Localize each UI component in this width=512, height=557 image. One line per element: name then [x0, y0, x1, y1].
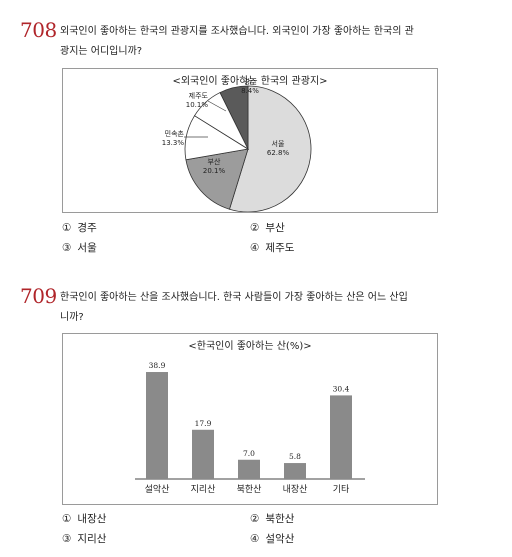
x-tick-label: 북한산 [237, 484, 262, 495]
option-label: 설악산 [265, 533, 295, 545]
answer-option[interactable]: ④ 제주도 [250, 240, 294, 255]
slice-value-label: 62.8% [267, 149, 290, 157]
option-mark: ④ [250, 533, 260, 545]
option-mark: ① [62, 513, 72, 525]
option-label: 북한산 [265, 513, 295, 525]
x-tick-label: 내장산 [283, 484, 308, 495]
bar [238, 459, 260, 479]
bar [146, 372, 168, 479]
bar-value-label: 30.4 [333, 384, 350, 393]
question-text-line: 외국인이 좋아하는 한국의 관광지를 조사했습니다. 외국인이 가장 좋아하는 … [60, 26, 414, 37]
question-text: 한국인이 좋아하는 산을 조사했습니다. 한국 사람들이 가장 좋아하는 산은 … [60, 288, 500, 328]
option-mark: ④ [250, 242, 260, 254]
question-text: 외국인이 좋아하는 한국의 관광지를 조사했습니다. 외국인이 가장 좋아하는 … [60, 22, 500, 62]
pie-chart-box: <외국인이 좋아하는 한국의 관광지> 서울 62.8% 부산 20.1% 민속촌 13.3… [62, 68, 438, 213]
slice-label: 제주도 [189, 92, 209, 100]
option-mark: ② [250, 513, 260, 525]
slice-label: 경주 [244, 77, 257, 86]
slice-label: 서울 [272, 139, 285, 148]
chart-title: <외국인이 좋아하는 한국의 관광지> [172, 74, 327, 87]
question-text-line: 광지는 어디입니까? [60, 46, 143, 57]
option-mark: ① [62, 222, 72, 234]
pie-slice [185, 148, 249, 210]
bar-chart-box: <한국인이 좋아하는 산(%)> 38.9 설악산 17.9 지리산 7.0 북한산 5.8 내… [62, 333, 438, 505]
leader-line [207, 100, 227, 112]
option-label: 내장산 [77, 513, 107, 525]
option-mark: ③ [62, 242, 72, 254]
question-text-line: 한국인이 좋아하는 산을 조사했습니다. 한국 사람들이 가장 좋아하는 산은 … [60, 292, 408, 303]
option-label: 지리산 [77, 533, 107, 545]
x-tick-label: 설악산 [145, 483, 170, 495]
answer-option[interactable]: ② 북한산 [250, 511, 294, 526]
chart-title: <한국인이 좋아하는 산(%)> [188, 339, 311, 352]
x-tick-label: 지리산 [191, 484, 216, 495]
answer-option[interactable]: ④ 설악산 [250, 531, 294, 546]
answer-option[interactable]: ③ 서울 [62, 240, 97, 255]
option-mark: ② [250, 222, 260, 234]
bar-value-label: 38.9 [149, 361, 166, 370]
option-label: 제주도 [265, 242, 295, 254]
x-tick-label: 기타 [333, 484, 350, 495]
slice-label: 부산 [208, 157, 221, 166]
question-number: 708 [20, 18, 57, 42]
answer-option[interactable]: ① 내장산 [62, 511, 106, 526]
bar-value-label: 17.9 [195, 419, 212, 428]
slice-label: 민속촌 [165, 129, 185, 138]
pie-slice [219, 85, 249, 150]
option-label: 경주 [77, 222, 97, 234]
answer-option[interactable]: ② 부산 [250, 220, 285, 235]
bar-value-label: 5.8 [289, 452, 301, 461]
slice-value-label: 20.1% [203, 167, 226, 175]
bar-chart: <한국인이 좋아하는 산(%)> 38.9 설악산 17.9 지리산 7.0 북한산 5.8 내… [135, 339, 365, 495]
bar [192, 429, 214, 479]
bar [330, 395, 352, 479]
bar [284, 463, 306, 479]
option-label: 서울 [77, 242, 97, 254]
slice-value-label: 10.1% [186, 101, 209, 109]
question-text-line: 니까? [60, 312, 84, 323]
bar-value-label: 7.0 [243, 449, 255, 458]
answer-option[interactable]: ③ 지리산 [62, 531, 106, 546]
answer-option[interactable]: ① 경주 [62, 220, 97, 235]
option-mark: ③ [62, 533, 72, 545]
slice-value-label: 8.4% [241, 87, 259, 95]
slice-value-label: 13.3% [162, 139, 185, 147]
question-number: 709 [20, 284, 57, 308]
pie-slice [228, 85, 312, 212]
option-label: 부산 [265, 222, 285, 234]
